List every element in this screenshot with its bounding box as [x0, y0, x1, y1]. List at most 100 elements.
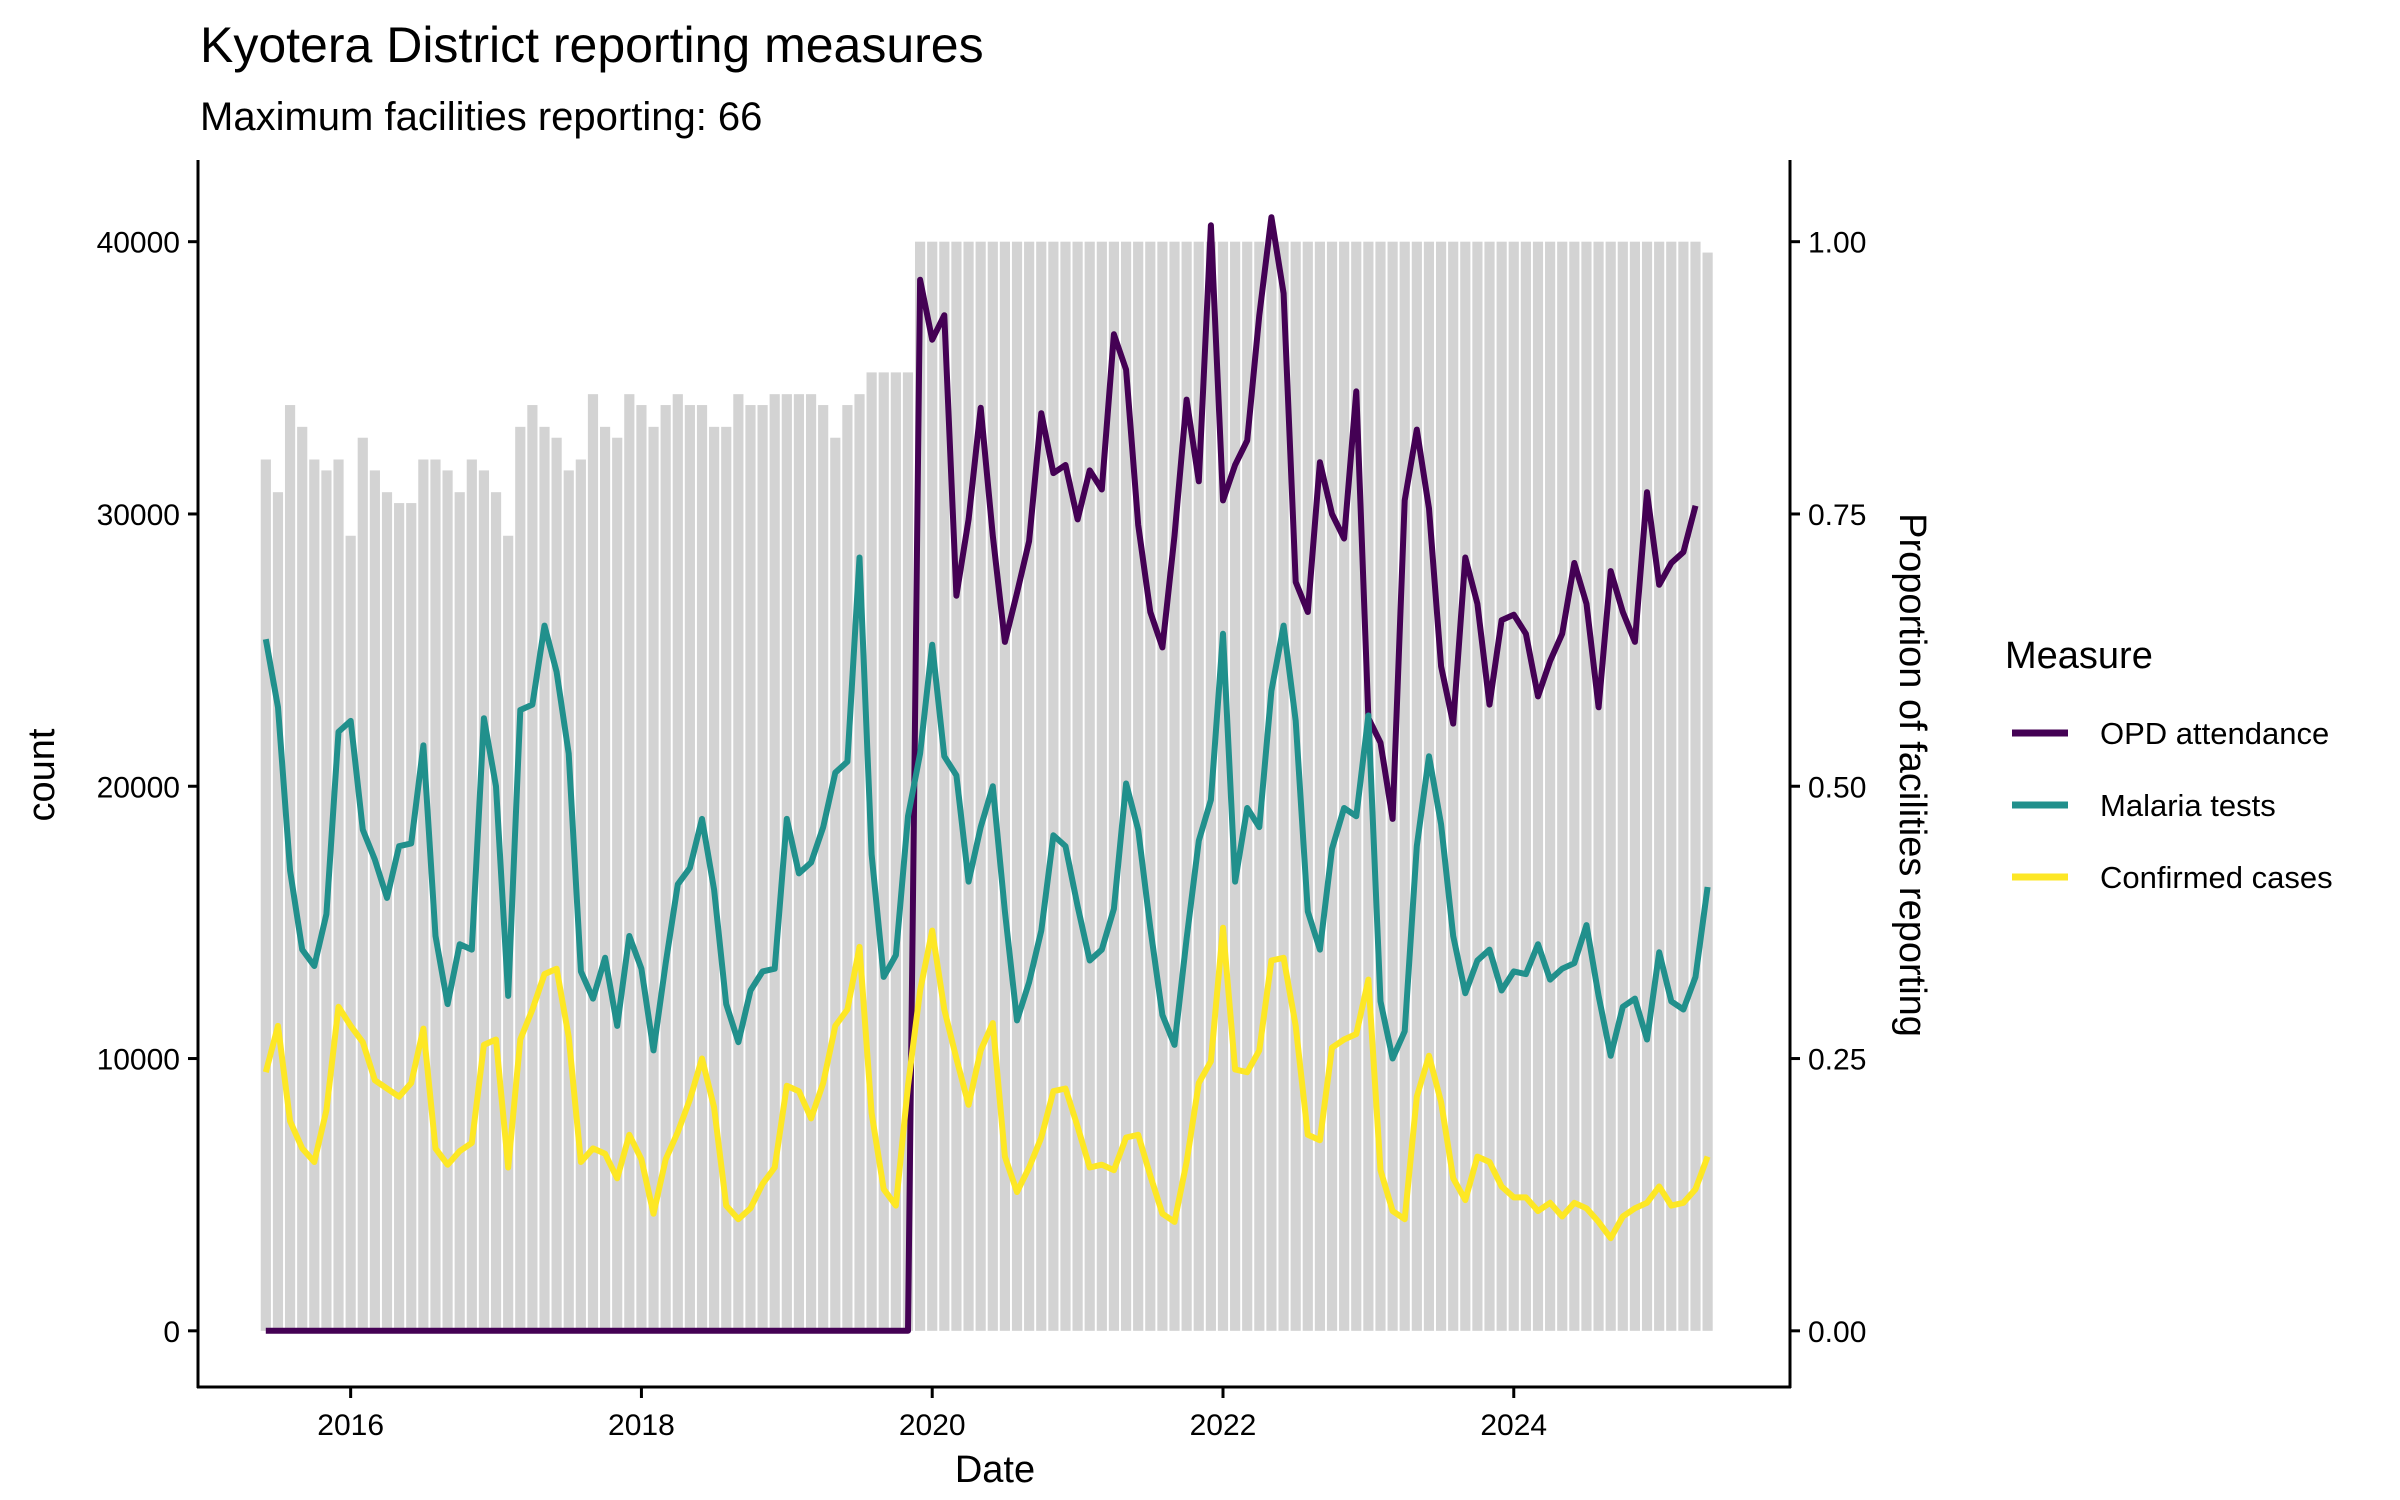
y-tick-label: 20000 [97, 771, 180, 804]
x-tick-label: 2024 [1480, 1409, 1547, 1442]
y-axis-ticks: 0 10000 20000 30000 40000 [97, 227, 198, 1349]
x-axis-title: Date [955, 1449, 1035, 1491]
reporting-bar [1617, 241, 1628, 1331]
y2-tick-label: 0.75 [1808, 499, 1866, 532]
reporting-bar [1423, 241, 1435, 1331]
reporting-bar [915, 241, 926, 1331]
reporting-bar [854, 394, 865, 1331]
reporting-bar [1096, 241, 1107, 1331]
reporting-bar [1278, 241, 1289, 1331]
reporting-bar [1181, 241, 1192, 1331]
reporting-bar [1048, 241, 1059, 1331]
reporting-bar [1108, 241, 1120, 1331]
reporting-bar [1351, 241, 1362, 1331]
reporting-bar [1072, 241, 1083, 1331]
reporting-bar [1133, 241, 1144, 1331]
reporting-bar [696, 405, 708, 1331]
reporting-bar [418, 459, 429, 1331]
reporting-bar [890, 372, 901, 1331]
reporting-bar [478, 470, 490, 1331]
reporting-bar [1036, 241, 1047, 1331]
y-tick-label: 40000 [97, 227, 180, 260]
reporting-bar [1024, 241, 1035, 1331]
reporting-bar [733, 394, 744, 1331]
chart-subtitle: Maximum facilities reporting: 66 [200, 95, 762, 139]
y2-tick-label: 1.00 [1808, 227, 1866, 260]
reporting-bar [1169, 241, 1180, 1331]
reporting-bar [1508, 241, 1519, 1331]
x-tick-label: 2022 [1190, 1409, 1257, 1442]
reporting-bar [297, 426, 308, 1331]
reporting-bar [769, 394, 780, 1331]
reporting-bar [1363, 241, 1374, 1331]
chart-title: Kyotera District reporting measures [200, 17, 984, 73]
reporting-bar [1472, 241, 1483, 1331]
reporting-bar [1230, 241, 1241, 1331]
reporting-bar [1157, 241, 1168, 1331]
reporting-bar [1569, 241, 1580, 1331]
reporting-bar [515, 426, 526, 1331]
reporting-bar [939, 241, 950, 1331]
reporting-bar [1266, 241, 1277, 1331]
x-axis-ticks: 2016 2018 2020 2022 2024 [317, 1388, 1547, 1442]
legend-label: OPD attendance [2100, 716, 2329, 751]
reporting-bar [1690, 241, 1701, 1331]
reporting-bar [563, 470, 574, 1331]
reporting-bar [369, 470, 380, 1331]
reporting-bar [1605, 241, 1616, 1331]
y-tick-label: 30000 [97, 499, 180, 532]
series-lines [262, 214, 1711, 1334]
y2-axis-ticks: 0.00 0.25 0.50 0.75 1.00 [1790, 227, 1866, 1349]
reporting-bar [1666, 241, 1677, 1331]
reporting-bar [1496, 241, 1507, 1331]
reporting-bar [357, 437, 368, 1331]
reporting-bar [272, 492, 284, 1331]
reporting-bar [830, 437, 841, 1331]
reporting-bar [1375, 241, 1386, 1331]
reporting-bar [1326, 241, 1338, 1331]
reporting-bar [551, 437, 562, 1331]
y-axis-title: count [21, 728, 63, 821]
reporting-bar [660, 405, 671, 1331]
reporting-bar [1654, 241, 1665, 1331]
reporting-bar [599, 426, 611, 1331]
reporting-bar [394, 503, 405, 1331]
x-tick-label: 2020 [899, 1409, 966, 1442]
x-tick-label: 2016 [317, 1409, 384, 1442]
reporting-bar [1435, 241, 1447, 1331]
reporting-bar [260, 459, 271, 1331]
series-line-opd-attendance [265, 214, 1699, 1334]
reporting-bar [527, 405, 538, 1331]
reporting-bar [999, 241, 1010, 1331]
reporting-bar [721, 426, 732, 1331]
reporting-bar [1060, 241, 1071, 1331]
reporting-bar [963, 241, 974, 1331]
reporting-bar [1678, 241, 1689, 1331]
reporting-bar [1084, 241, 1095, 1331]
reporting-bar [624, 394, 635, 1331]
reporting-bar [927, 241, 938, 1331]
reporting-bar [1399, 241, 1410, 1331]
reporting-bar [672, 394, 683, 1331]
reporting-bar [1339, 241, 1350, 1331]
reporting-bar [1193, 241, 1204, 1331]
y2-tick-label: 0.00 [1808, 1316, 1866, 1349]
reporting-bar [757, 405, 768, 1331]
reporting-bar [1557, 241, 1568, 1331]
reporting-bar [587, 394, 599, 1331]
reporting-bar [1217, 241, 1229, 1331]
reporting-bar [1242, 241, 1253, 1331]
reporting-bar [309, 459, 320, 1331]
reporting-bar [1448, 241, 1459, 1331]
reporting-bar [902, 372, 914, 1331]
reporting-bar [1460, 241, 1471, 1331]
reporting-bar [1314, 241, 1326, 1331]
reporting-bar [1702, 252, 1713, 1331]
reporting-bar [345, 535, 356, 1331]
reporting-bar [1532, 241, 1544, 1331]
legend-label: Confirmed cases [2100, 860, 2333, 895]
reporting-bar [842, 405, 853, 1331]
reporting-bar [490, 492, 502, 1331]
reporting-bar [1302, 241, 1313, 1331]
reporting-bar [1593, 241, 1604, 1331]
